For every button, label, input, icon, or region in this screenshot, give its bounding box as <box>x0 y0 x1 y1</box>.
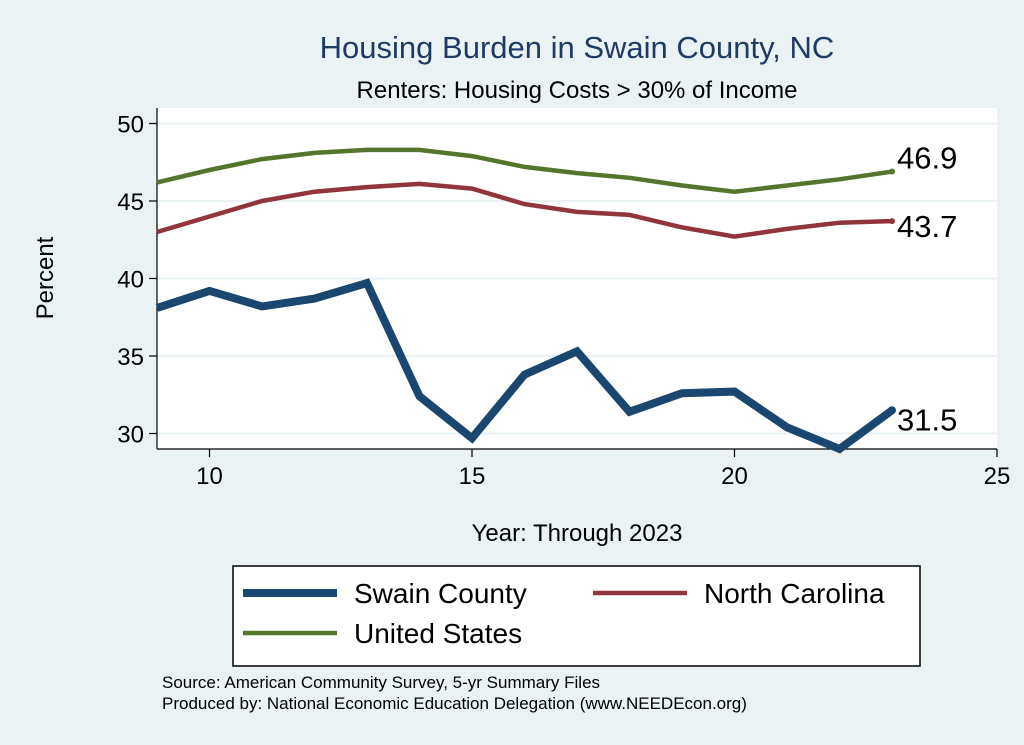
y-axis-title: Percent <box>32 236 59 319</box>
legend-label: United States <box>354 618 522 649</box>
series-end-point <box>889 218 895 225</box>
legend-label: Swain County <box>354 578 527 609</box>
series-line-swain-county <box>155 278 895 454</box>
series-end-point <box>888 406 896 415</box>
y-tick-label: 30 <box>117 422 144 449</box>
end-label-swain-county: 31.5 <box>897 402 957 437</box>
x-tick-label: 10 <box>196 463 223 490</box>
end-label-north-carolina: 43.7 <box>897 209 957 244</box>
series-line-north-carolina <box>156 181 893 239</box>
x-tick-label: 15 <box>459 463 486 490</box>
y-tick-label: 50 <box>117 112 144 139</box>
end-label-united-states: 46.9 <box>897 141 957 176</box>
legend <box>232 565 921 667</box>
series-lines <box>155 147 896 454</box>
chart-title: Housing Burden in Swain County, NC <box>320 30 835 65</box>
x-tick-label: 25 <box>984 463 1011 490</box>
y-tick-label: 45 <box>117 189 144 216</box>
legend-label: North Carolina <box>704 578 885 609</box>
axes: 30 35 40 45 50 10 15 20 25 <box>117 108 1010 490</box>
produced-by-note: Produced by: National Economic Education… <box>162 694 747 713</box>
series-end-point <box>889 168 895 175</box>
x-axis-title: Year: Through 2023 <box>472 520 683 547</box>
end-labels: 31.5 43.7 46.9 <box>897 141 957 438</box>
series-line-united-states <box>156 147 893 194</box>
x-tick-label: 20 <box>721 463 748 490</box>
y-tick-label: 40 <box>117 267 144 294</box>
chart-subtitle: Renters: Housing Costs > 30% of Income <box>357 77 798 104</box>
source-note: Source: American Community Survey, 5-yr … <box>162 673 600 692</box>
y-tick-label: 35 <box>117 344 144 371</box>
legend-entries: Swain County North Carolina United States <box>243 578 885 649</box>
